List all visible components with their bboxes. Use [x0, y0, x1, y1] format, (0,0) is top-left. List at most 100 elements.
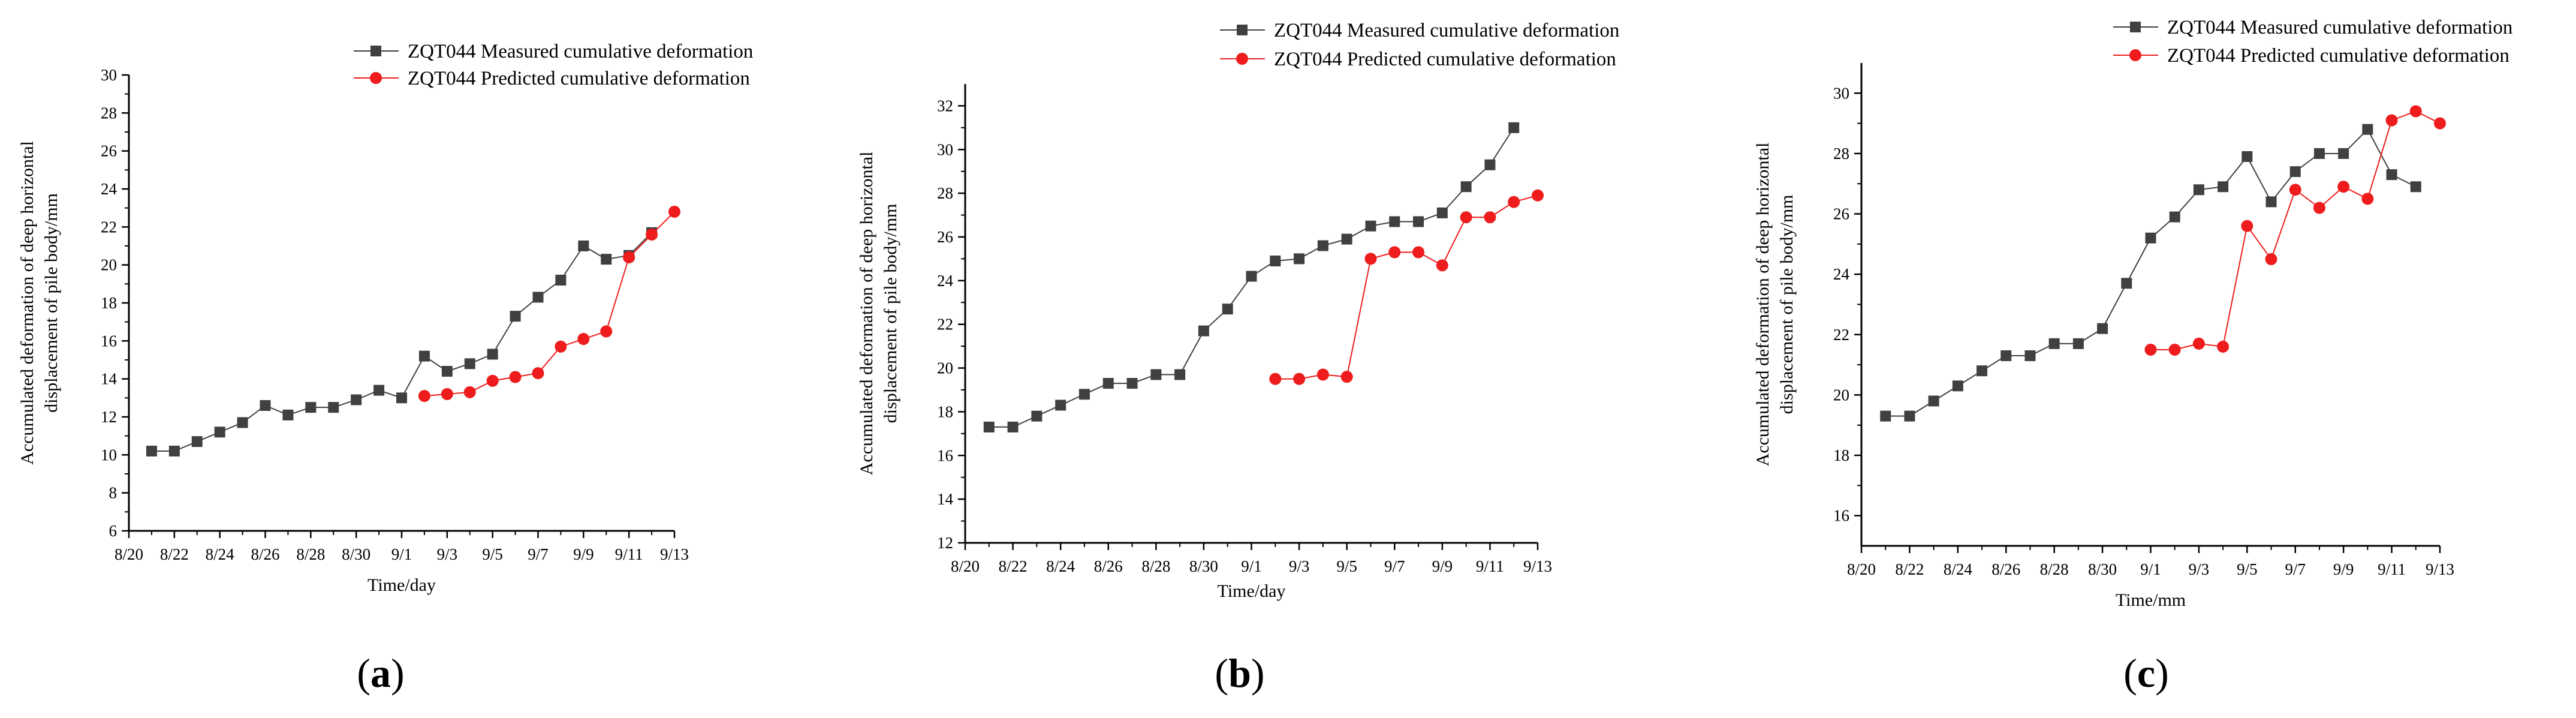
data-point-predicted	[1436, 259, 1448, 272]
data-point-measured	[2000, 350, 2012, 362]
x-tick-label: 9/13	[660, 545, 689, 563]
data-point-predicted	[2337, 181, 2350, 193]
data-point-predicted	[1316, 368, 1329, 381]
data-point-predicted	[2265, 253, 2277, 266]
data-point-measured	[305, 402, 317, 413]
x-tick-label: 9/5	[2237, 560, 2258, 578]
data-point-predicted	[1532, 189, 1544, 202]
y-tick-label: 20	[1833, 386, 1849, 404]
y-tick-label: 14	[101, 370, 117, 388]
y-tick-label: 22	[1833, 326, 1849, 344]
data-point-measured	[555, 275, 567, 286]
chart-panel-1: 6 8 10 12 14 16 18 20 22 24 26 28 30 8/20 8/22 8/24 8/26…	[17, 41, 753, 696]
data-point-measured	[1198, 325, 1209, 337]
data-point-measured	[1365, 220, 1376, 232]
y-tick-label: 26	[1833, 205, 1849, 223]
data-point-measured	[237, 417, 248, 428]
data-point-measured	[2048, 338, 2060, 349]
x-tick-label: 9/9	[573, 545, 594, 563]
x-tick-label: 9/3	[2189, 560, 2210, 578]
legend-label: ZQT044 Predicted cumulative deformation	[2167, 45, 2509, 67]
data-point-measured	[2193, 184, 2204, 196]
legend-label: ZQT044 Measured cumulative deformation	[2167, 17, 2512, 38]
data-point-measured	[1484, 159, 1496, 170]
data-point-measured	[1389, 216, 1400, 227]
data-point-predicted	[1484, 211, 1496, 224]
legend-label: ZQT044 Predicted cumulative deformation	[408, 68, 750, 89]
y-axis-label-line-2: displacement of pile body/mm	[1777, 195, 1797, 414]
x-tick-label: 8/28	[1141, 557, 1170, 575]
data-point-measured	[1317, 240, 1328, 251]
y-tick-label: 26	[937, 228, 953, 246]
data-point-measured	[1031, 410, 1043, 422]
x-tick-label: 8/26	[1094, 557, 1123, 575]
y-tick-label: 18	[937, 402, 953, 420]
x-tick-label: 9/7	[2285, 560, 2306, 578]
x-tick-label: 9/11	[615, 545, 643, 563]
data-point-measured	[1150, 369, 1162, 380]
y-tick-label: 10	[101, 446, 117, 464]
data-point-measured	[1055, 399, 1066, 411]
data-point-measured	[464, 358, 475, 369]
x-tick-label: 8/22	[999, 557, 1028, 575]
data-point-predicted	[646, 229, 658, 241]
data-point-predicted	[2192, 337, 2205, 350]
y-axis-label-line-1: Accumulated deformation of deep horizont…	[857, 152, 876, 476]
data-point-measured	[396, 392, 407, 404]
data-point-measured	[1508, 122, 1520, 133]
data-point-measured	[214, 426, 225, 438]
y-axis-label-line-1: Accumulated deformation of deep horizont…	[17, 141, 37, 465]
data-point-predicted	[463, 386, 476, 398]
y-tick-label: 26	[101, 142, 117, 160]
x-tick-label: 9/1	[1241, 557, 1262, 575]
data-point-measured	[1341, 233, 1352, 245]
data-point-measured	[601, 254, 612, 265]
data-point-measured	[191, 436, 203, 447]
y-tick-label: 12	[101, 408, 117, 426]
data-point-measured	[2121, 278, 2132, 289]
data-point-predicted	[2385, 114, 2398, 127]
y-axis-label-line-2: displacement of pile body/mm	[41, 193, 61, 413]
data-point-predicted	[2313, 202, 2325, 214]
data-point-predicted	[1340, 371, 1353, 383]
legend-marker-circle	[370, 72, 382, 84]
y-tick-label: 6	[109, 522, 117, 540]
data-point-measured	[168, 446, 180, 456]
data-point-predicted	[577, 333, 590, 346]
data-point-measured	[441, 366, 453, 377]
series-line-2	[2150, 110, 2441, 350]
data-point-measured	[146, 446, 157, 456]
data-point-measured	[260, 400, 271, 411]
legend-label: ZQT044 Measured cumulative deformation	[408, 41, 753, 62]
y-tick-label: 22	[937, 316, 953, 334]
y-tick-label: 16	[937, 446, 953, 464]
x-tick-label: 8/24	[206, 545, 235, 563]
data-point-measured	[983, 421, 995, 432]
x-tick-label: 9/11	[2378, 560, 2406, 578]
data-point-measured	[2241, 151, 2253, 162]
x-tick-label: 9/7	[528, 545, 549, 563]
panel-label: (c)	[2123, 650, 2169, 696]
y-tick-label: 8	[109, 484, 117, 502]
x-tick-label: 8/26	[251, 545, 279, 563]
series-line-2	[424, 211, 675, 397]
y-tick-label: 28	[1833, 145, 1849, 163]
data-point-measured	[1007, 421, 1019, 432]
y-tick-label: 30	[1833, 84, 1849, 102]
x-axis-label: Time/day	[367, 575, 436, 595]
data-point-measured	[1102, 378, 1114, 389]
data-point-measured	[1880, 410, 1891, 422]
series-line-2	[1275, 194, 1538, 380]
data-point-predicted	[2217, 340, 2229, 353]
data-point-measured	[1078, 389, 1090, 400]
legend-label: ZQT044 Measured cumulative deformation	[1274, 20, 1619, 41]
y-tick-label: 22	[101, 218, 117, 236]
x-tick-label: 9/5	[1336, 557, 1357, 575]
x-tick-label: 9/13	[2426, 560, 2454, 578]
y-tick-label: 16	[1833, 507, 1849, 525]
data-point-measured	[2289, 166, 2301, 178]
x-tick-label: 9/7	[1384, 557, 1405, 575]
data-point-measured	[1246, 271, 1257, 282]
data-point-measured	[2410, 181, 2421, 193]
